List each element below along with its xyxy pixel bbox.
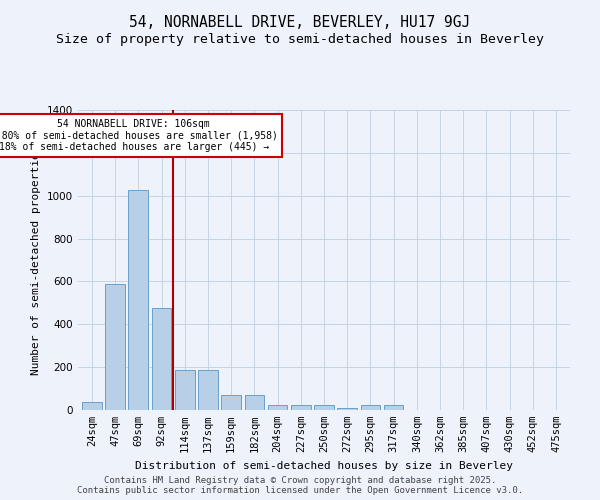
Bar <box>245 395 264 410</box>
Y-axis label: Number of semi-detached properties: Number of semi-detached properties <box>31 145 41 375</box>
Bar <box>82 402 102 410</box>
Bar <box>291 404 311 410</box>
Bar <box>175 370 194 410</box>
Bar <box>152 308 172 410</box>
Bar <box>337 408 357 410</box>
Bar <box>221 395 241 410</box>
Text: 54, NORNABELL DRIVE, BEVERLEY, HU17 9GJ: 54, NORNABELL DRIVE, BEVERLEY, HU17 9GJ <box>130 15 470 30</box>
Text: Contains HM Land Registry data © Crown copyright and database right 2025.
Contai: Contains HM Land Registry data © Crown c… <box>77 476 523 495</box>
Bar <box>384 404 403 410</box>
X-axis label: Distribution of semi-detached houses by size in Beverley: Distribution of semi-detached houses by … <box>135 460 513 470</box>
Text: 54 NORNABELL DRIVE: 106sqm
← 80% of semi-detached houses are smaller (1,958)
18%: 54 NORNABELL DRIVE: 106sqm ← 80% of semi… <box>0 118 278 152</box>
Bar <box>105 284 125 410</box>
Bar <box>128 190 148 410</box>
Bar <box>268 404 287 410</box>
Bar <box>198 370 218 410</box>
Bar <box>361 404 380 410</box>
Bar <box>314 404 334 410</box>
Text: Size of property relative to semi-detached houses in Beverley: Size of property relative to semi-detach… <box>56 32 544 46</box>
